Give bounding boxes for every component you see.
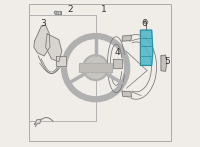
Circle shape	[83, 55, 108, 80]
Ellipse shape	[54, 11, 57, 14]
Polygon shape	[122, 91, 132, 97]
Circle shape	[144, 20, 148, 24]
Polygon shape	[34, 25, 50, 56]
Text: 3: 3	[41, 19, 46, 28]
Text: 1: 1	[101, 5, 107, 14]
Bar	[55, 11, 61, 14]
Polygon shape	[140, 30, 153, 65]
Text: 2: 2	[67, 5, 73, 14]
Text: 5: 5	[164, 57, 170, 66]
Polygon shape	[46, 34, 62, 62]
Text: 6: 6	[141, 19, 147, 28]
Bar	[29, 15, 96, 121]
Polygon shape	[113, 59, 122, 68]
Bar	[79, 63, 112, 72]
Text: 4: 4	[114, 48, 120, 57]
Polygon shape	[35, 119, 41, 124]
Polygon shape	[56, 56, 66, 66]
Polygon shape	[161, 55, 167, 71]
Polygon shape	[122, 35, 132, 41]
